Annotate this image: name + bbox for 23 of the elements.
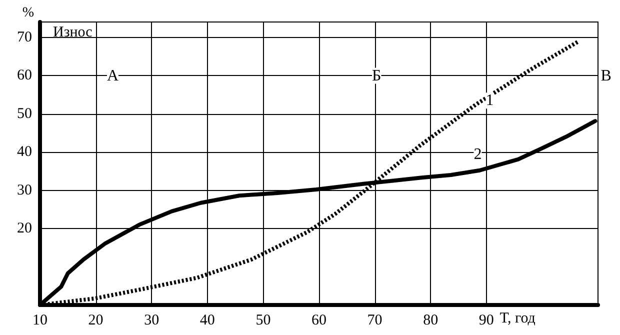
y-tick-label: 30 xyxy=(17,182,32,198)
x-tick-label: 50 xyxy=(256,312,271,328)
y-tick-label: 60 xyxy=(17,68,32,84)
x-tick-label: 90 xyxy=(478,312,494,328)
text: В xyxy=(600,67,612,84)
x-tick-label: 20 xyxy=(88,312,104,328)
x-tick-label: 80 xyxy=(423,312,438,328)
annotation: А xyxy=(106,67,119,84)
y-tick-label: 40 xyxy=(17,144,32,160)
x-tick-label: 30 xyxy=(144,312,160,328)
annotation: Б xyxy=(372,67,382,84)
x-tick-label: 60 xyxy=(312,312,326,328)
y-axis-title: % xyxy=(22,6,34,20)
x-axis-title: Т, год xyxy=(500,310,536,326)
x-tick-label: 10 xyxy=(32,312,48,328)
series-label: 1 xyxy=(486,92,494,110)
series-label: 2 xyxy=(474,146,482,163)
chart-title: Износ xyxy=(53,24,93,40)
y-tick-label: 20 xyxy=(17,220,32,237)
x-tick-label: 40 xyxy=(200,312,215,328)
y-tick-label: 70 xyxy=(17,29,32,46)
x-tick-label: 70 xyxy=(367,312,382,328)
y-tick-label: 50 xyxy=(17,106,32,122)
